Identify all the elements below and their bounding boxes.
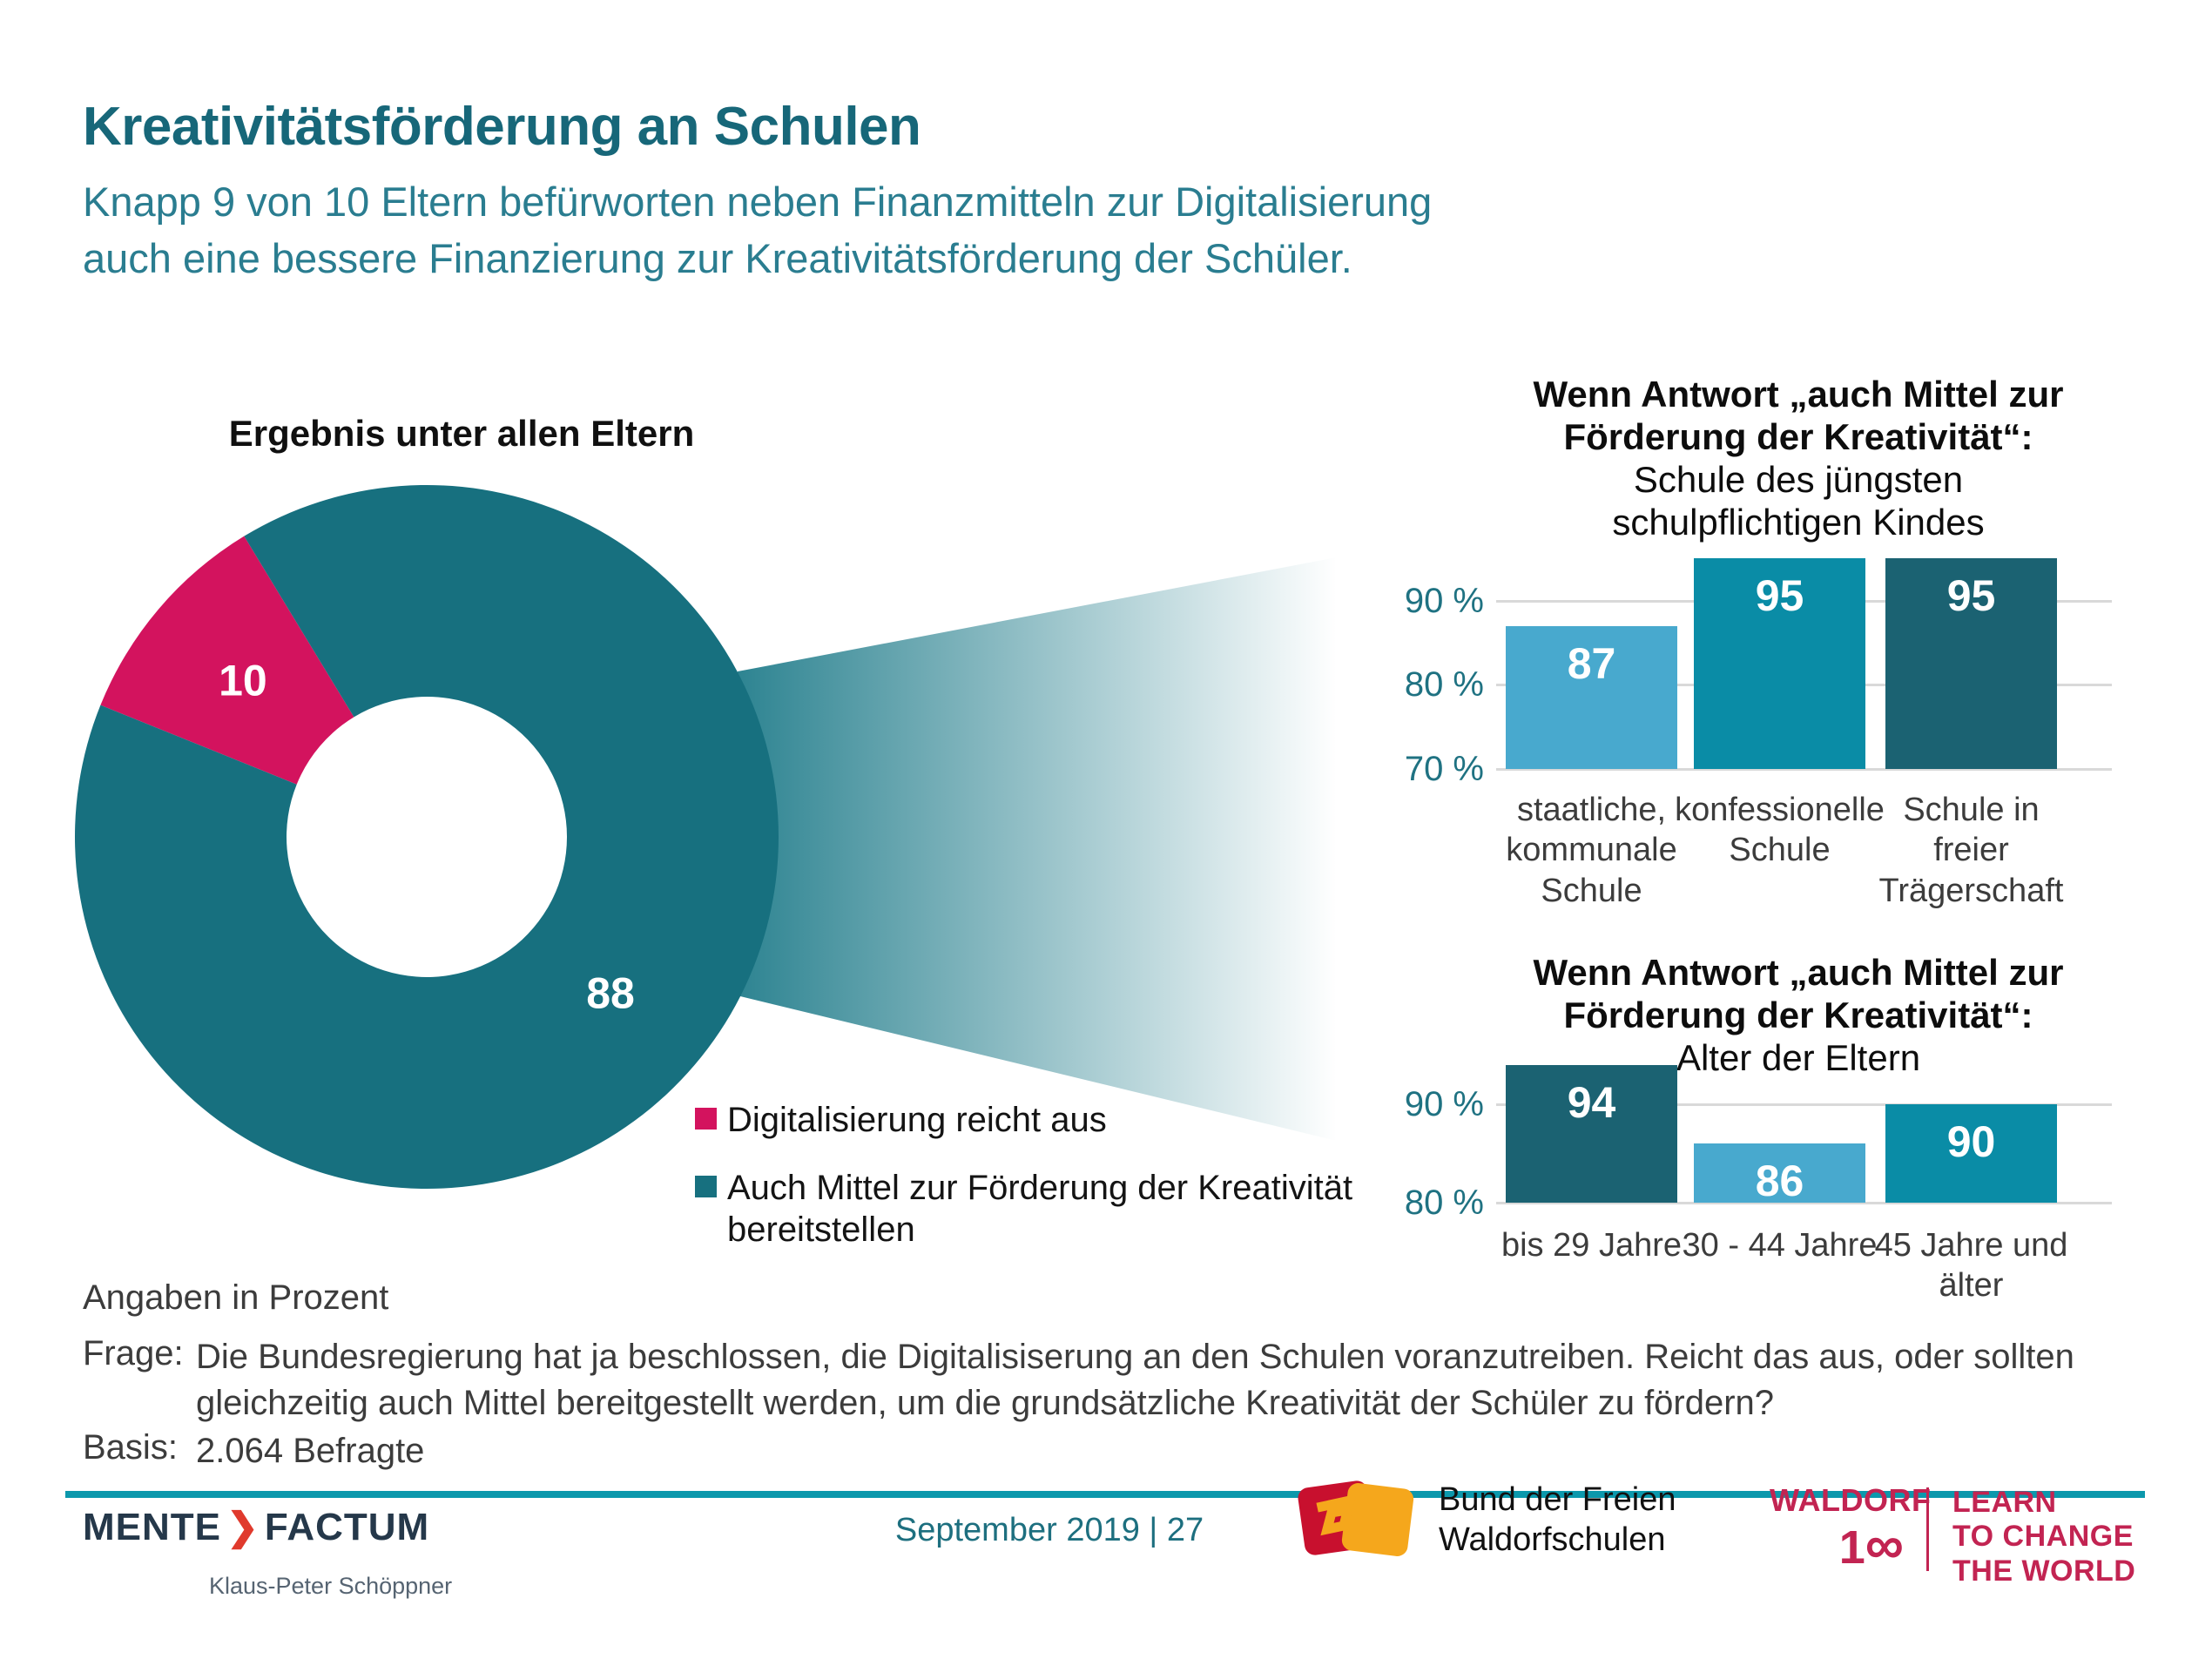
bar-value-label: 87	[1567, 638, 1616, 688]
bar-1: 95	[1694, 558, 1865, 769]
donut-value-label: 88	[586, 968, 635, 1017]
bar-0: 94	[1506, 1064, 1677, 1203]
chart-title: Wenn Antwort „auch Mittel zur Förderung d…	[1406, 373, 2190, 543]
infinity-icon: ∞	[1865, 1515, 1904, 1575]
legend-swatch-pink-icon	[695, 1108, 717, 1130]
chevron-right-icon: ❯	[226, 1506, 260, 1548]
question-text: Die Bundesregierung hat ja beschlossen, …	[196, 1338, 2074, 1422]
gridline-90	[1496, 1103, 2112, 1106]
chart-title: Wenn Antwort „auch Mittel zur Förderung d…	[1406, 951, 2190, 1079]
bar-chart-school-type: Wenn Antwort „auch Mittel zur Förderung d…	[1376, 373, 2160, 948]
chart-title-line: Förderung der Kreativität“:	[1563, 995, 2033, 1035]
waldorf100-logo: WALDORF 1∞	[1770, 1482, 1932, 1574]
chart-title-line: Alter der Eltern	[1676, 1037, 1921, 1078]
donut-chart-title: Ergebnis unter allen Eltern	[228, 413, 695, 454]
basis-note: Basis: 2.064 Befragte	[83, 1428, 424, 1474]
waldorfschulen-logo-icon	[1298, 1480, 1414, 1556]
waldorf100-number: 1∞	[1770, 1519, 1905, 1574]
bar-1: 86	[1694, 1143, 1865, 1206]
category-label: 30 - 44 Jahre	[1682, 1227, 1878, 1264]
chart-title-line: Förderung der Kreativität“:	[1563, 416, 2033, 457]
bar-value-label: 95	[1755, 571, 1804, 621]
chart-title-line: Wenn Antwort „auch Mittel zur	[1533, 374, 2064, 415]
bar-0: 87	[1506, 625, 1677, 769]
units-note: Angaben in Prozent	[83, 1278, 389, 1317]
y-tick-label: 90 %	[1404, 581, 1484, 620]
category-label: Schule in freier Trägerschaft	[1878, 792, 2064, 909]
beam-connector	[738, 557, 1337, 1141]
waldorf100-brand: WALDORF	[1770, 1482, 1932, 1518]
waldorf100-divider	[1926, 1487, 1929, 1571]
bar-value-label: 90	[1946, 1117, 1996, 1166]
y-tick-label: 80 %	[1404, 665, 1484, 705]
bar-2: 90	[1885, 1104, 2057, 1203]
chart-title-line: Schule des jüngsten	[1633, 459, 1964, 500]
bar-value-label: 94	[1567, 1077, 1616, 1127]
y-tick-label: 90 %	[1404, 1085, 1484, 1123]
y-tick-label: 70 %	[1404, 750, 1484, 788]
mente-word: MENTE	[83, 1506, 221, 1548]
bar-value-label: 95	[1946, 571, 1996, 621]
legend-item-mittel-kreativitaet: Auch Mittel zur Förderung der Kreativitä…	[695, 1167, 1352, 1251]
category-label: 45 Jahre und älter	[1874, 1227, 2068, 1305]
y-tick-label: 80 %	[1404, 1184, 1484, 1222]
gridline-70	[1496, 768, 2112, 771]
bar-2: 95	[1885, 558, 2057, 769]
waldorfschulen-logo-text: Bund der Freien Waldorfschulen	[1439, 1480, 1676, 1560]
waldorf100-tagline: LEARN TO CHANGE THE WORLD	[1952, 1486, 2136, 1588]
category-label: bis 29 Jahre	[1501, 1227, 1682, 1264]
basis-text: 2.064 Befragte	[196, 1432, 425, 1470]
bund-line2: Waldorfschulen	[1439, 1521, 1666, 1558]
category-label: konfessionelle Schule	[1675, 792, 1885, 869]
page-title: Kreativitätsförderung an Schulen	[83, 96, 921, 157]
bar-value-label: 86	[1755, 1157, 1804, 1206]
author-name: Klaus-Peter Schöppner	[209, 1573, 453, 1599]
factum-word: FACTUM	[264, 1506, 430, 1548]
donut-slice-0	[100, 536, 354, 785]
date-page-number: September 2019 | 27	[894, 1512, 1204, 1548]
question-label: Frage:	[83, 1334, 184, 1372]
page-subtitle: Knapp 9 von 10 Eltern befürworten neben …	[83, 179, 1433, 281]
waldorfschulen-logo: Bund der Freien Waldorfschulen	[1296, 1475, 1676, 1562]
bar-chart-parent-age: Wenn Antwort „auch Mittel zur Förderung d…	[1376, 951, 2160, 1360]
footer-divider	[65, 1491, 2145, 1498]
category-label: staatliche, kommunale Schule	[1506, 792, 1677, 909]
legend-item-digitalisierung: Digitalisierung reicht aus	[695, 1099, 1352, 1141]
gridline-80	[1496, 1202, 2112, 1204]
donut-value-label: 10	[219, 657, 267, 705]
legend-swatch-teal-icon	[695, 1176, 717, 1197]
bund-line1: Bund der Freien	[1439, 1481, 1676, 1518]
waldorf100-one: 1	[1838, 1521, 1865, 1574]
legend-label: Digitalisierung reicht aus	[727, 1101, 1107, 1139]
question-note: Frage: Die Bundesregierung hat ja beschl…	[83, 1334, 2074, 1426]
basis-label: Basis:	[83, 1428, 178, 1467]
legend: Digitalisierung reicht aus Auch Mittel z…	[695, 1099, 1352, 1277]
legend-label: Auch Mittel zur Förderung der Kreativitä…	[727, 1169, 1353, 1249]
donut-slice-1	[75, 485, 779, 1189]
chart-title-line: schulpflichtigen Kindes	[1612, 502, 1985, 543]
mente-factum-logo: MENTE ❯ FACTUM	[83, 1505, 429, 1549]
chart-title-line: Wenn Antwort „auch Mittel zur	[1533, 952, 2064, 993]
